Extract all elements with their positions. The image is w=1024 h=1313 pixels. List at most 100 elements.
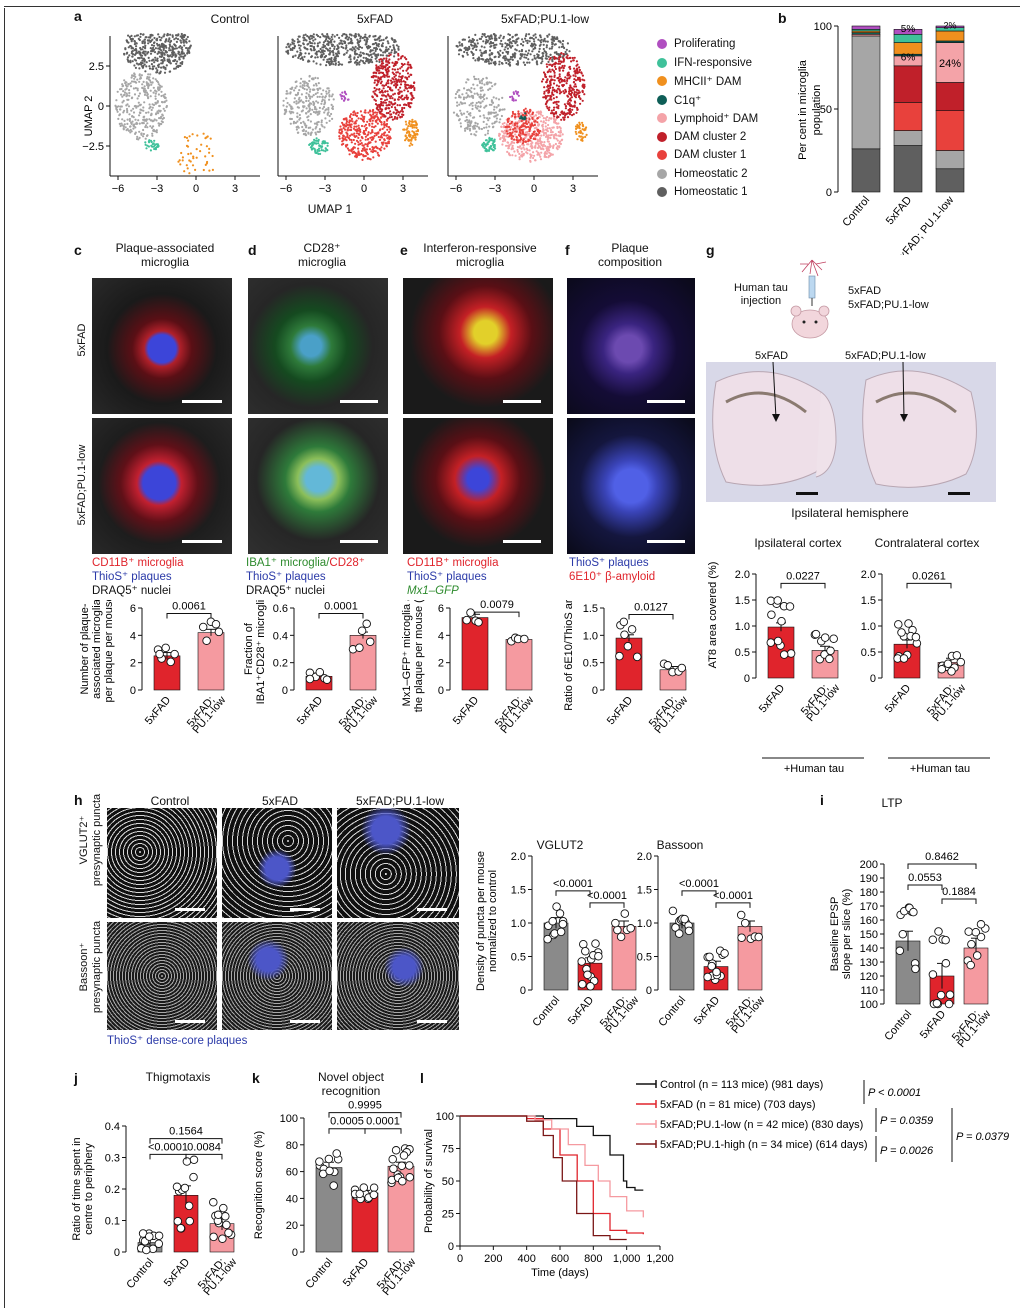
- umap-point: [392, 64, 395, 68]
- umap-point: [563, 92, 566, 95]
- umap-point: [303, 55, 306, 58]
- umap-point: [374, 111, 377, 114]
- umap-point: [483, 93, 486, 96]
- umap-point: [478, 109, 481, 113]
- data-point: [736, 910, 746, 920]
- umap-point: [578, 71, 581, 74]
- umap-point: [462, 98, 465, 101]
- umap-point: [340, 128, 343, 131]
- umap-point: [484, 144, 488, 147]
- umap-point: [317, 82, 320, 85]
- umap-point: [478, 80, 481, 83]
- data-point: [928, 935, 938, 944]
- umap-point: [142, 45, 145, 49]
- data-point: [213, 1210, 223, 1220]
- umap-point: [348, 119, 351, 122]
- umap-point: [142, 132, 145, 136]
- y-tick-label: 180: [860, 887, 878, 899]
- umap-point: [530, 42, 533, 45]
- umap-point: [483, 83, 486, 86]
- umap-point: [516, 44, 519, 47]
- l-stat-label: P = 0.0026: [880, 1145, 934, 1157]
- umap-point: [343, 118, 346, 121]
- umap-point: [541, 123, 544, 126]
- umap-point: [493, 115, 496, 118]
- umap-point: [546, 99, 549, 102]
- umap-point: [484, 133, 487, 136]
- umap-point: [302, 42, 305, 45]
- umap-point: [386, 80, 389, 83]
- umap-point: [503, 135, 506, 138]
- legend-label: DAM cluster 1: [674, 149, 747, 162]
- umap-point: [306, 116, 309, 119]
- umap-point: [125, 39, 128, 42]
- h-row-label-vglut2-line1: VGLUT2⁺: [78, 815, 90, 865]
- b-ylabel-line2: population: [811, 85, 823, 136]
- data-point: [626, 924, 635, 933]
- umap-point: [282, 99, 285, 102]
- umap-point: [134, 87, 137, 90]
- umap-point: [291, 46, 294, 50]
- survival-curve-1: [460, 1115, 644, 1235]
- umap-point: [382, 101, 385, 104]
- umap-point: [564, 105, 568, 108]
- umap-point: [552, 93, 555, 96]
- umap-point: [149, 119, 152, 122]
- umap-point: [476, 42, 479, 45]
- umap-point: [347, 98, 350, 101]
- umap-point: [575, 93, 578, 96]
- umap-point: [153, 147, 156, 151]
- category-label: 5xFAD: [451, 694, 481, 727]
- umap-point: [289, 91, 292, 94]
- umap-point: [141, 51, 144, 54]
- umap-point: [415, 124, 418, 127]
- umap-point: [548, 68, 551, 71]
- umap-point: [476, 39, 479, 42]
- umap-point: [361, 60, 364, 63]
- umap-point: [144, 53, 147, 56]
- umap-point: [529, 36, 532, 39]
- umap-point: [558, 67, 561, 70]
- umap-point: [139, 32, 142, 36]
- umap-point: [385, 95, 388, 98]
- umap-point: [126, 111, 129, 114]
- umap-point: [390, 82, 393, 85]
- data-point: [897, 628, 906, 637]
- umap-point: [558, 62, 562, 65]
- umap-point: [495, 37, 498, 40]
- umap-point: [314, 92, 317, 95]
- umap-point: [325, 47, 328, 50]
- umap-point: [381, 114, 384, 118]
- umap-cluster-homeostatic-2: [452, 75, 506, 137]
- umap-point: [145, 111, 148, 114]
- umap-point: [552, 116, 556, 119]
- umap-point: [314, 139, 317, 142]
- umap-point: [349, 58, 352, 61]
- umap-point: [390, 51, 393, 54]
- umap-point: [539, 34, 542, 37]
- h-image-bassoon-control: [107, 922, 217, 1030]
- umap-point: [467, 36, 471, 39]
- umap-point: [156, 52, 159, 55]
- umap-point: [383, 126, 386, 129]
- stacked-segment-proliferating: [935, 25, 965, 28]
- umap-point: [574, 79, 578, 82]
- umap-point: [340, 45, 343, 48]
- umap-point: [174, 55, 177, 58]
- umap-point: [303, 122, 306, 125]
- umap-point: [381, 127, 384, 130]
- umap-point: [403, 89, 406, 92]
- umap-point: [342, 99, 346, 102]
- umap-point: [538, 131, 541, 134]
- panel-letter-d: d: [248, 242, 257, 258]
- umap-point: [180, 52, 183, 55]
- umap-point: [467, 40, 471, 43]
- stacked-segment-mhcii-dam: [935, 30, 965, 42]
- umap-point: [340, 63, 344, 66]
- umap-point: [185, 38, 188, 41]
- umap-cluster-ifn-responsive: [481, 136, 497, 153]
- c-title-line1: Plaque-associated: [115, 241, 215, 255]
- y-tick-label: 1.5: [637, 885, 652, 897]
- umap-point: [470, 50, 473, 53]
- umap-point: [312, 45, 316, 49]
